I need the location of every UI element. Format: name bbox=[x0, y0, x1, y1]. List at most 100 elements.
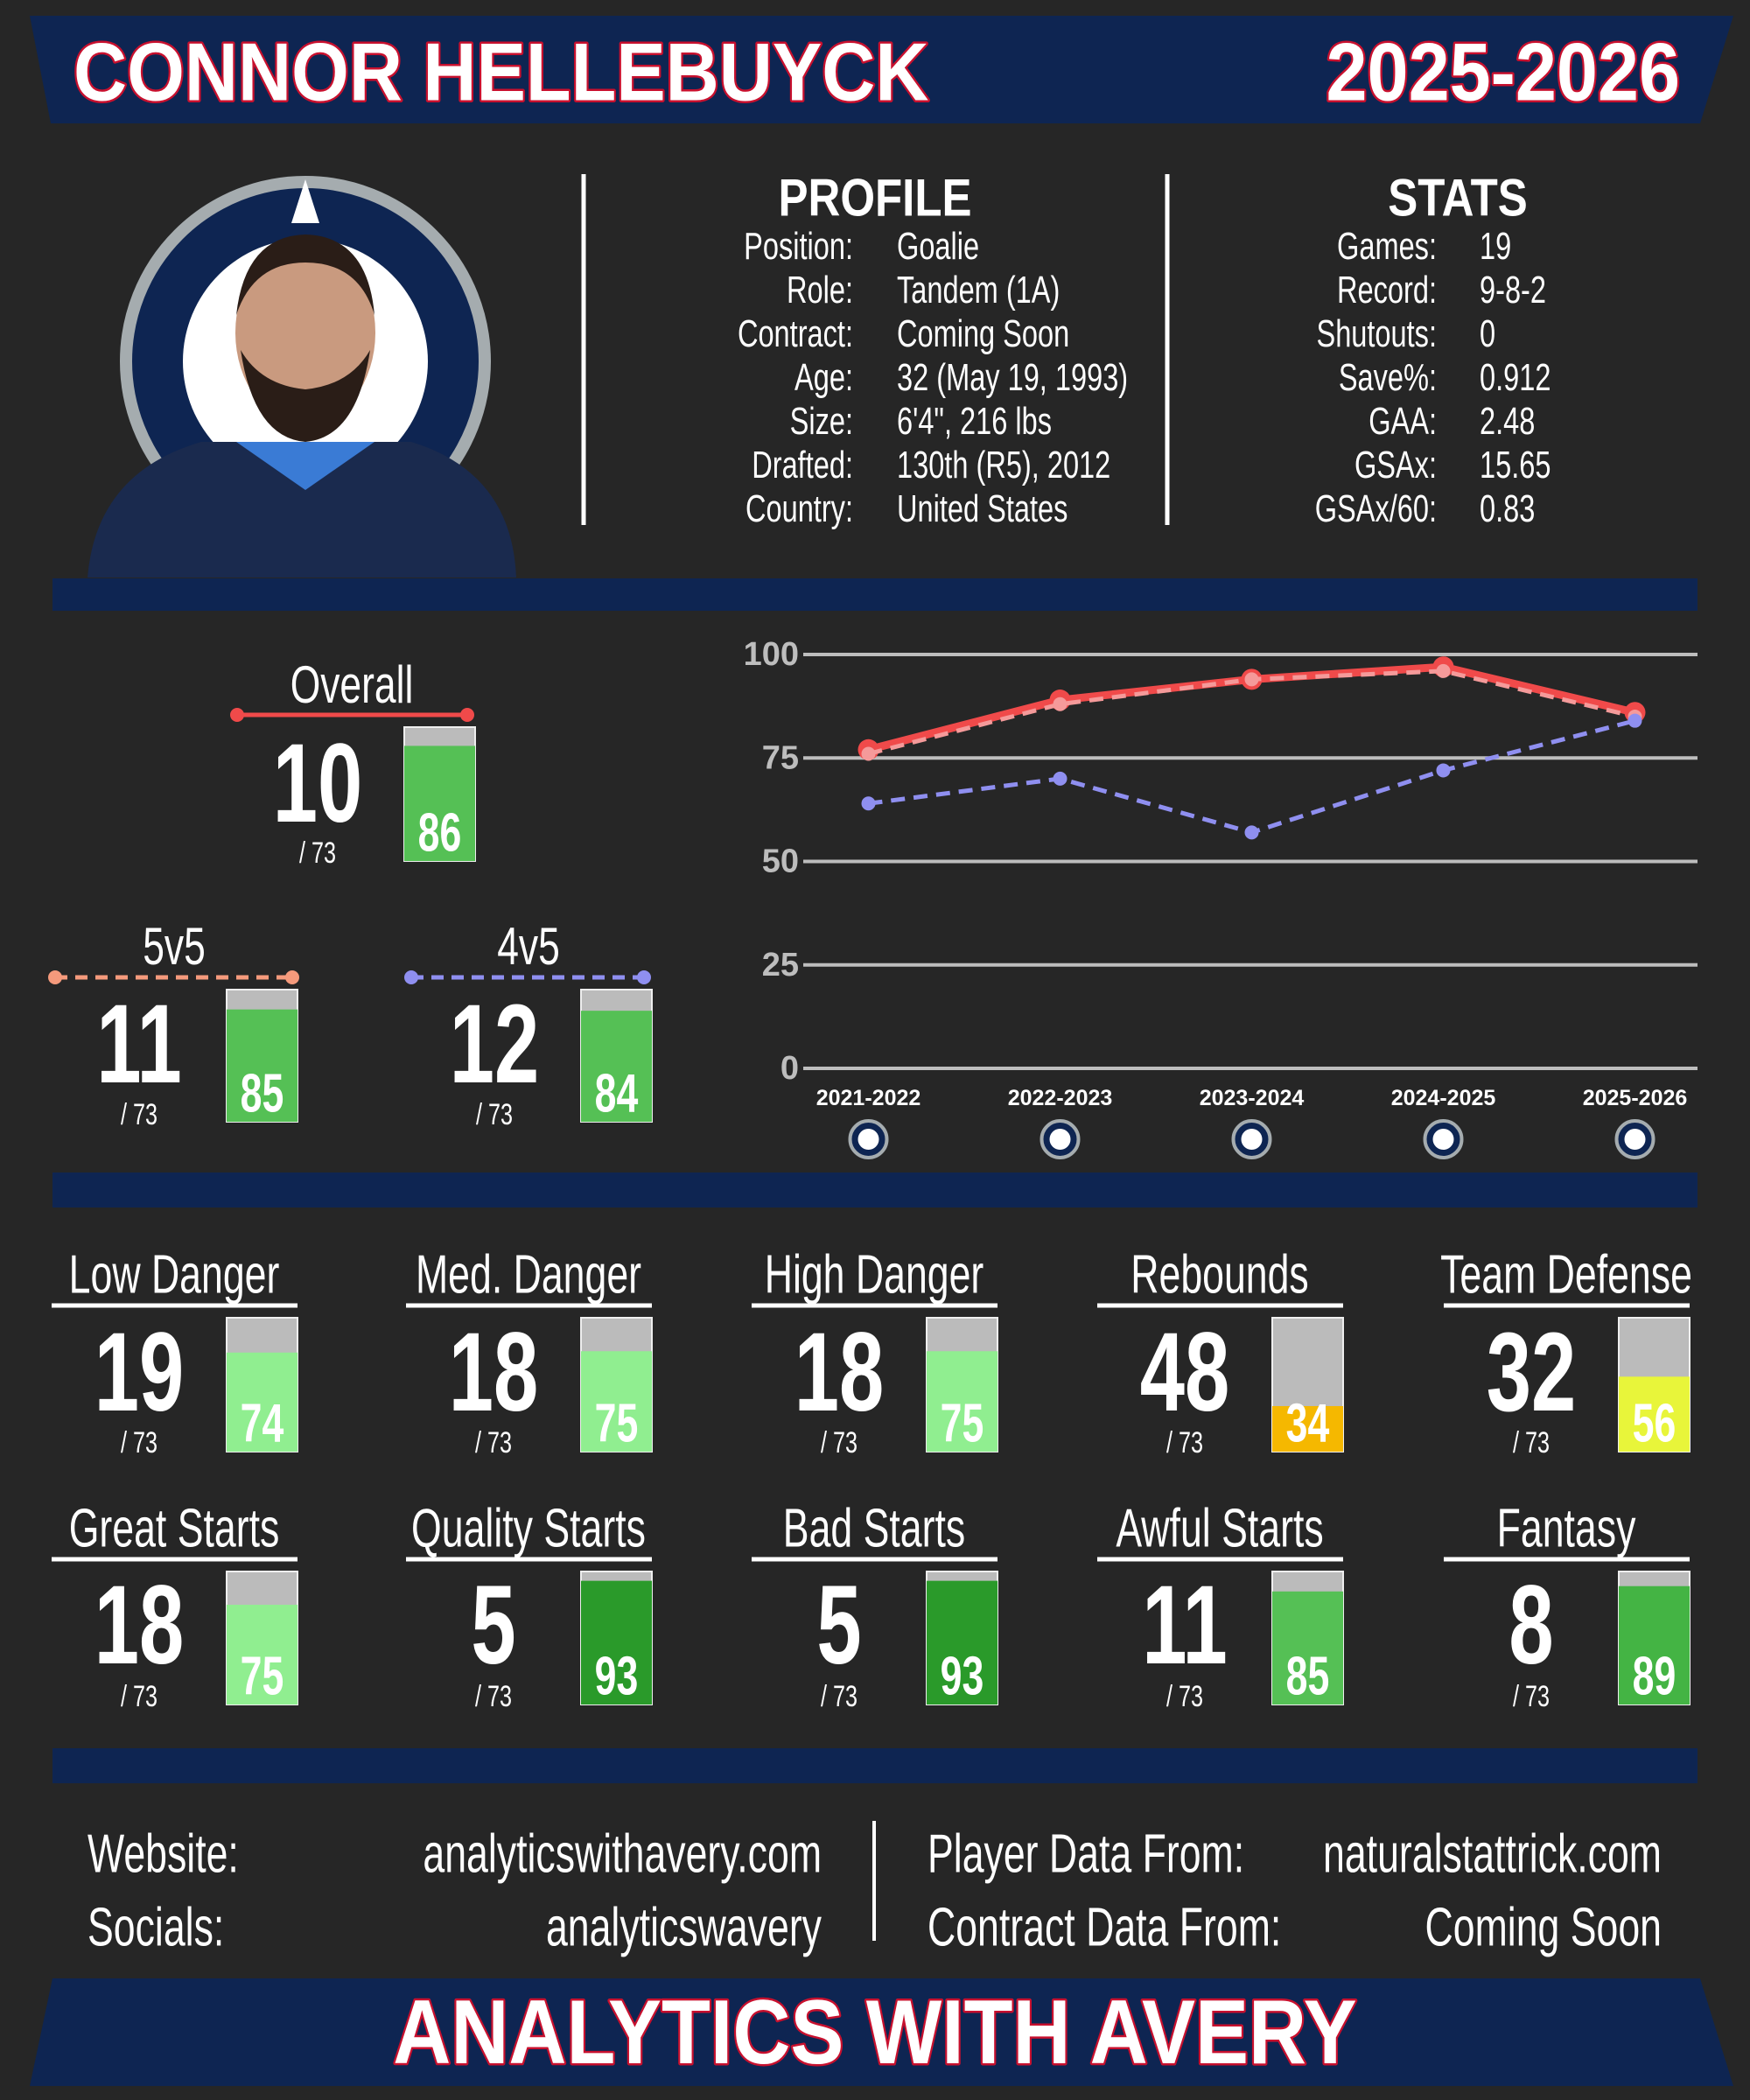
score-bar bbox=[227, 1352, 298, 1452]
metric-label: Rebounds bbox=[1130, 1245, 1308, 1306]
field-value: 32 (May 19, 1993) bbox=[897, 357, 1128, 400]
score-label: 85 bbox=[1286, 1647, 1330, 1707]
team-logo-inner bbox=[1049, 1129, 1071, 1150]
metric-rank: 18 bbox=[794, 1309, 885, 1434]
field-label: GAA: bbox=[1368, 401, 1437, 444]
footer-label: Website: bbox=[88, 1824, 239, 1885]
field-value: 0.912 bbox=[1480, 357, 1550, 400]
footer-banner bbox=[30, 1978, 1733, 2086]
score-label: 75 bbox=[941, 1394, 984, 1454]
metric-rank: 18 bbox=[94, 1562, 185, 1687]
metric-label: Low Danger bbox=[69, 1245, 280, 1306]
series-point bbox=[1436, 663, 1451, 678]
score-label: 75 bbox=[241, 1647, 284, 1707]
y-tick-label: 0 bbox=[780, 1050, 799, 1087]
field-value: Goalie bbox=[897, 226, 979, 269]
metric-rank: 8 bbox=[1508, 1562, 1553, 1687]
player-photo bbox=[88, 176, 516, 578]
field-label: Age: bbox=[794, 357, 853, 400]
series-point bbox=[1053, 771, 1068, 786]
metric-rank: 5 bbox=[471, 1562, 515, 1687]
field-label: Record: bbox=[1337, 270, 1437, 312]
rank-total: / 73 bbox=[1513, 1680, 1550, 1713]
field-value: 19 bbox=[1480, 226, 1511, 269]
rating-rule-dot bbox=[404, 970, 418, 984]
metric-label: High Danger bbox=[765, 1245, 984, 1306]
field-label: GSAx/60: bbox=[1315, 488, 1437, 531]
metric-rank: 5 bbox=[816, 1562, 861, 1687]
score-label: 56 bbox=[1633, 1394, 1676, 1454]
field-value: United States bbox=[897, 488, 1068, 531]
rank-total: / 73 bbox=[299, 836, 336, 870]
footer-value: analyticswithavery.com bbox=[423, 1824, 822, 1885]
series-point bbox=[1436, 763, 1451, 778]
metric-rank: 48 bbox=[1140, 1309, 1230, 1434]
field-label: Country: bbox=[746, 488, 853, 531]
score-bar bbox=[404, 746, 475, 861]
player-name: CONNOR HELLEBUYCK bbox=[74, 25, 928, 117]
footer-label: Contract Data From: bbox=[928, 1898, 1281, 1958]
series-point bbox=[1244, 672, 1259, 687]
rating-rule-dot bbox=[48, 970, 62, 984]
score-bar bbox=[581, 1011, 652, 1122]
footer-label: Socials: bbox=[88, 1898, 224, 1958]
series-point bbox=[1628, 713, 1642, 728]
score-label: 75 bbox=[595, 1394, 639, 1454]
field-label: Size: bbox=[790, 401, 853, 444]
rating-label: 5v5 bbox=[143, 917, 206, 976]
rating-rule-dot bbox=[285, 970, 299, 984]
metric-rank: 32 bbox=[1487, 1309, 1577, 1434]
score-bar bbox=[581, 1580, 652, 1704]
y-tick-label: 25 bbox=[762, 947, 799, 984]
field-value: 130th (R5), 2012 bbox=[897, 444, 1110, 487]
rating-label: Overall bbox=[290, 655, 414, 714]
field-value: 9-8-2 bbox=[1480, 270, 1546, 312]
metric-label: Quality Starts bbox=[411, 1499, 646, 1559]
x-tick-label: 2023-2024 bbox=[1200, 1086, 1305, 1110]
y-tick-label: 50 bbox=[762, 844, 799, 880]
score-label: 85 bbox=[241, 1064, 284, 1124]
rating-rule-dot bbox=[460, 708, 474, 722]
team-logo-inner bbox=[1241, 1129, 1263, 1150]
rating-label: 4v5 bbox=[497, 917, 560, 976]
field-label: Position: bbox=[744, 226, 853, 269]
footer-value: Coming Soon bbox=[1425, 1898, 1662, 1958]
rating-rank: 11 bbox=[96, 981, 181, 1106]
rank-total: / 73 bbox=[121, 1680, 158, 1713]
field-label: Drafted: bbox=[752, 444, 853, 487]
series-point bbox=[1244, 825, 1259, 840]
metric-label: Bad Starts bbox=[783, 1499, 965, 1559]
rating-rank: 10 bbox=[273, 720, 363, 845]
field-value: Tandem (1A) bbox=[897, 270, 1060, 312]
team-logo-inner bbox=[1624, 1129, 1646, 1150]
score-bar bbox=[581, 1351, 652, 1452]
score-bar bbox=[1272, 1405, 1343, 1452]
metric-label: Fantasy bbox=[1497, 1499, 1636, 1559]
rating-rank: 12 bbox=[450, 981, 540, 1106]
metric-label: Med. Danger bbox=[416, 1245, 641, 1306]
score-bar bbox=[1619, 1586, 1690, 1704]
field-label: Games: bbox=[1337, 226, 1437, 269]
rank-total: / 73 bbox=[821, 1680, 858, 1713]
score-bar bbox=[927, 1580, 998, 1704]
score-bar bbox=[227, 1605, 298, 1704]
section-title: STATS bbox=[1388, 169, 1528, 228]
rank-total: / 73 bbox=[1513, 1426, 1550, 1460]
season: 2025-2026 bbox=[1326, 25, 1680, 117]
x-tick-label: 2022-2023 bbox=[1008, 1086, 1113, 1110]
footer-value: analyticswavery bbox=[546, 1898, 822, 1958]
team-logo-inner bbox=[1432, 1129, 1454, 1150]
metric-rank: 18 bbox=[449, 1309, 539, 1434]
rank-total: / 73 bbox=[1166, 1426, 1203, 1460]
field-value: 2.48 bbox=[1480, 401, 1535, 444]
brand: ANALYTICS WITH AVERY bbox=[393, 1981, 1356, 2083]
footer-label: Player Data From: bbox=[928, 1824, 1244, 1885]
rank-total: / 73 bbox=[1166, 1680, 1203, 1713]
score-bar bbox=[927, 1351, 998, 1452]
field-value: Coming Soon bbox=[897, 313, 1069, 356]
score-bar bbox=[1272, 1591, 1343, 1704]
rating-rule-dot bbox=[637, 970, 651, 984]
rating-rule-dot bbox=[230, 708, 244, 722]
x-tick-label: 2024-2025 bbox=[1391, 1086, 1496, 1110]
rank-total: / 73 bbox=[475, 1680, 512, 1713]
